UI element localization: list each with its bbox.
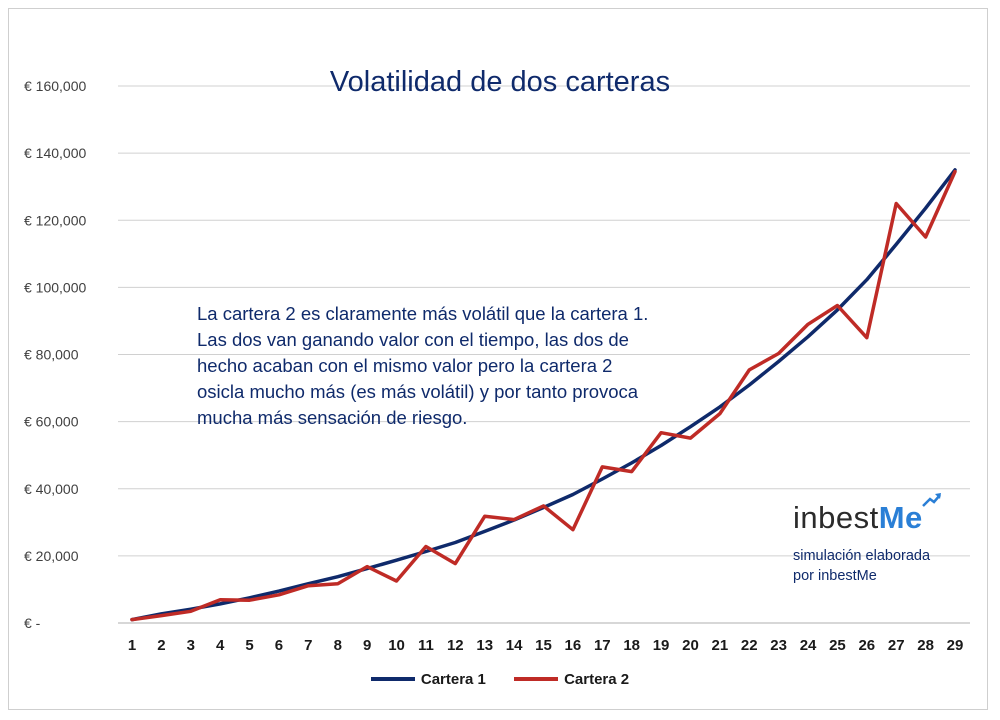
x-tick-label: 12 — [447, 637, 464, 654]
x-tick-label: 9 — [363, 637, 371, 654]
y-tick-label: € 140,000 — [24, 145, 86, 161]
x-tick-label: 26 — [858, 637, 875, 654]
x-tick-label: 28 — [917, 637, 934, 654]
y-tick-label: € 160,000 — [24, 78, 86, 94]
note-line: por inbestMe — [793, 568, 877, 584]
x-tick-label: 16 — [565, 637, 582, 654]
x-tick-label: 29 — [947, 637, 964, 654]
series-line-cartera-2 — [130, 169, 957, 622]
y-tick-label: € 80,000 — [24, 347, 79, 363]
annotation-line: osicla mucho más (es más volátil) y por … — [197, 381, 639, 402]
annotation-line: hecho acaban con el mismo valor pero la … — [197, 355, 613, 376]
x-tick-label: 4 — [216, 637, 225, 654]
legend-item-cartera-2: Cartera 2 — [514, 671, 629, 688]
x-tick-label: 27 — [888, 637, 905, 654]
legend-item-cartera-1: Cartera 1 — [370, 670, 486, 688]
x-tick-label: 10 — [388, 637, 405, 654]
x-tick-label: 5 — [245, 637, 253, 654]
chart-title: Volatilidad de dos carteras — [329, 66, 671, 98]
x-tick-label: 17 — [594, 637, 611, 654]
x-tick-label: 20 — [682, 637, 699, 654]
x-tick-label: 15 — [535, 637, 552, 654]
x-tick-label: 22 — [741, 637, 758, 654]
legend-label: Cartera 1 — [420, 670, 486, 688]
y-tick-label: € 20,000 — [24, 548, 79, 564]
growth-arrow-icon — [922, 493, 941, 507]
y-tick-label: € 100,000 — [24, 279, 86, 295]
x-tick-label: 25 — [829, 637, 846, 654]
x-tick-label: 11 — [418, 637, 434, 654]
inbestme-logo: inbestMe — [793, 500, 923, 536]
x-tick-label: 1 — [128, 637, 136, 654]
logo-text: inbest — [793, 500, 879, 535]
x-tick-label: 3 — [187, 637, 195, 654]
x-tick-label: 19 — [653, 637, 670, 654]
chart-frame — [8, 8, 988, 710]
annotation-line: mucha más sensación de riesgo. — [197, 407, 468, 428]
annotation-text: La cartera 2 es claramente más volátil q… — [197, 301, 757, 431]
x-tick-label: 14 — [506, 637, 523, 654]
legend-swatch — [370, 677, 415, 681]
annotation-line: La cartera 2 es claramente más volátil q… — [197, 303, 649, 324]
y-tick-label: € - — [24, 615, 41, 631]
simulation-note: simulación elaborada por inbestMe — [793, 546, 930, 586]
y-tick-label: € 40,000 — [24, 481, 79, 497]
x-tick-label: 23 — [770, 637, 787, 654]
annotation-line: Las dos van ganando valor con el tiempo,… — [197, 329, 629, 350]
x-tick-label: 21 — [712, 637, 729, 654]
x-tick-label: 6 — [275, 637, 283, 654]
x-tick-label: 18 — [623, 637, 640, 654]
x-tick-label: 13 — [476, 637, 493, 654]
y-tick-label: € 120,000 — [24, 212, 86, 228]
x-tick-label: 2 — [157, 637, 165, 654]
note-line: simulación elaborada — [793, 548, 931, 564]
y-tick-label: € 60,000 — [24, 414, 79, 430]
logo-accent-text: Me — [878, 500, 923, 535]
x-tick-label: 7 — [304, 637, 312, 654]
x-tick-label: 8 — [334, 637, 342, 654]
legend-swatch — [514, 677, 559, 681]
x-tick-label: 24 — [800, 637, 817, 654]
chart-legend: Cartera 1 Cartera 2 — [0, 668, 1000, 688]
legend-label: Cartera 2 — [564, 670, 630, 688]
